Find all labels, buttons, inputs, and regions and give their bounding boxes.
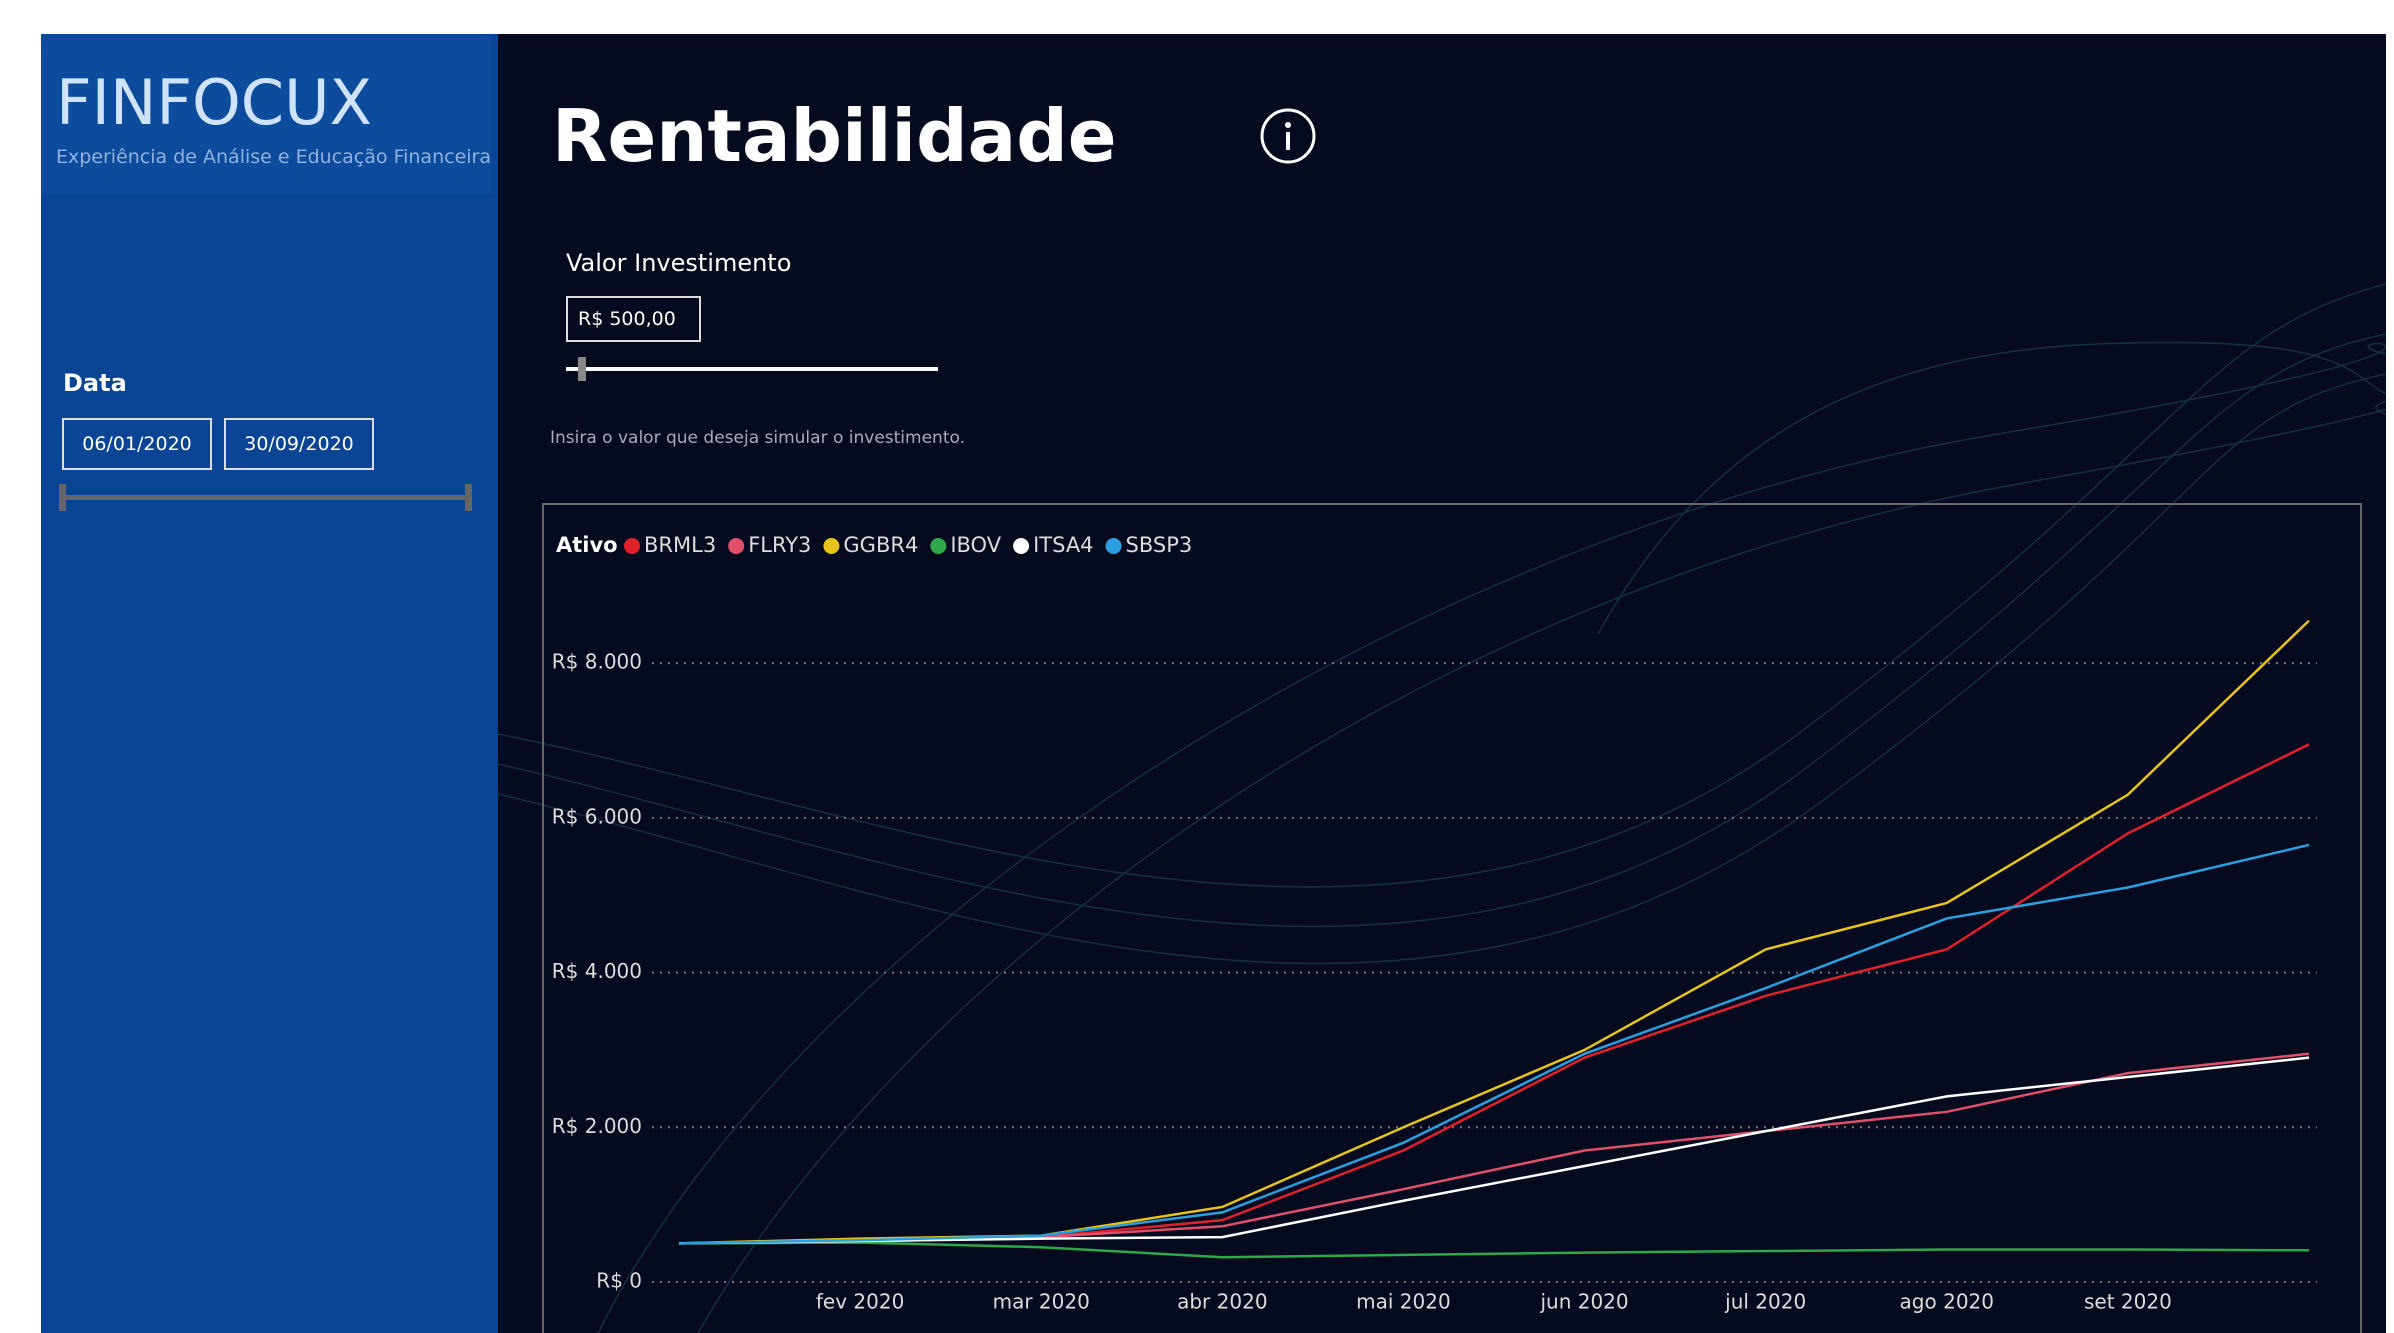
investment-slider[interactable] — [566, 367, 938, 371]
legend-marker — [823, 538, 839, 554]
legend-marker — [624, 538, 640, 554]
brand-title: FINFOCUX — [56, 66, 372, 139]
legend-label: GGBR4 — [843, 533, 918, 557]
series-line — [679, 1054, 2309, 1244]
y-tick-label: R$ 8.000 — [552, 650, 642, 674]
legend-label: FLRY3 — [748, 533, 811, 557]
x-tick-label: abr 2020 — [1177, 1290, 1267, 1314]
slider-handle[interactable] — [578, 357, 586, 381]
series-line — [679, 1243, 2309, 1258]
date-end[interactable]: 30/09/2020 — [224, 418, 374, 470]
x-tick-label: ago 2020 — [1900, 1290, 1994, 1314]
slider-handle[interactable] — [465, 484, 472, 511]
y-tick-label: R$ 6.000 — [552, 804, 642, 828]
investment-label: Valor Investimento — [566, 249, 791, 277]
info-icon[interactable] — [1258, 106, 1318, 166]
side-panel: FINFOCUX Experiência de Análise e Educaç… — [41, 34, 498, 1333]
hint-text: Insira o valor que deseja simular o inve… — [550, 428, 965, 448]
x-tick-label: mar 2020 — [993, 1290, 1090, 1314]
date-slider[interactable] — [62, 495, 468, 500]
x-tick-label: fev 2020 — [816, 1290, 904, 1314]
date-start[interactable]: 06/01/2020 — [62, 418, 212, 470]
legend-label: BRML3 — [644, 533, 716, 557]
legend-marker — [1106, 538, 1122, 554]
date-label: Data — [63, 369, 127, 397]
x-tick-label: set 2020 — [2084, 1290, 2172, 1314]
y-tick-label: R$ 2.000 — [552, 1114, 642, 1138]
investment-input[interactable]: R$ 500,00 — [566, 296, 701, 342]
brand-subtitle: Experiência de Análise e Educação Financ… — [56, 146, 491, 168]
y-tick-label: R$ 4.000 — [552, 959, 642, 983]
legend-title: Ativo — [556, 533, 618, 557]
legend-marker — [728, 538, 744, 554]
legend-label: ITSA4 — [1033, 533, 1093, 557]
legend-marker — [1013, 538, 1029, 554]
y-tick-label: R$ 0 — [596, 1269, 642, 1293]
chart: R$ 0 R$ 2.000 R$ 4.000 R$ 6.000 R$ 8.000 fev … — [542, 503, 2362, 1333]
series-line — [679, 744, 2309, 1243]
x-tick-label: mai 2020 — [1356, 1290, 1451, 1314]
x-tick-label: jun 2020 — [1539, 1290, 1628, 1314]
legend-label: SBSP3 — [1126, 533, 1193, 557]
page: FINFOCUX Experiência de Análise e Educaç… — [0, 0, 2394, 1333]
page-title: Rentabilidade — [552, 94, 1117, 178]
slider-handle[interactable] — [59, 484, 66, 511]
x-tick-label: jul 2020 — [1724, 1290, 1806, 1314]
legend-label: IBOV — [950, 533, 1001, 557]
series-line — [679, 621, 2309, 1244]
legend-marker — [930, 538, 946, 554]
chart-border — [543, 504, 2361, 1333]
